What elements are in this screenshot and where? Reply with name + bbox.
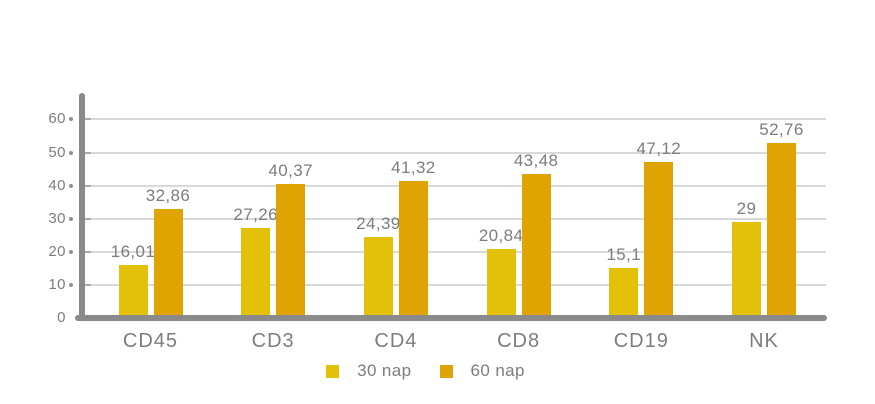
- bar-30-nap-cd45: [118, 265, 148, 318]
- x-axis-label: CD3: [251, 330, 295, 352]
- y-axis-tick: [85, 118, 91, 121]
- y-axis-label: 50: [48, 143, 66, 161]
- bar-60-nap-nk: [767, 143, 796, 318]
- legend-label-30nap: 30 nap: [357, 361, 412, 380]
- legend-swatch-60nap: [439, 364, 453, 378]
- bar-value-label: 20,84: [478, 226, 524, 246]
- y-axis-line: [79, 93, 85, 321]
- y-axis-tick: [69, 183, 73, 188]
- bar-60-nap-cd4: [398, 181, 428, 318]
- y-axis-label: 10: [48, 275, 66, 293]
- bar-30-nap-cd8: [486, 249, 516, 318]
- bar-value-label: 29: [736, 199, 757, 218]
- bar-value-label: 27,26: [233, 204, 278, 224]
- y-axis-tick: [85, 217, 91, 220]
- x-axis-label: NK: [749, 330, 779, 352]
- x-axis-label: CD19: [613, 330, 669, 352]
- gridline: [82, 118, 826, 121]
- legend-label-60nap: 60 nap: [470, 361, 525, 380]
- y-axis-tick: [69, 150, 73, 155]
- y-axis-label: 0: [57, 309, 66, 326]
- x-axis-label: CD45: [122, 330, 179, 352]
- y-axis-tick: [85, 151, 91, 154]
- bar-30-nap-nk: [732, 222, 761, 318]
- y-axis-tick: [69, 282, 73, 287]
- bar-value-label: 41,32: [391, 158, 436, 178]
- bar-value-label: 40,37: [268, 161, 313, 181]
- y-axis-tick: [69, 216, 73, 221]
- legend-swatch-30nap: [326, 364, 340, 378]
- bar-value-label: 52,76: [759, 120, 804, 140]
- legend-item-30nap: 30 nap: [326, 361, 411, 381]
- gridline: [82, 250, 826, 253]
- bar-30-nap-cd19: [609, 268, 639, 318]
- bar-60-nap-cd45: [153, 209, 183, 318]
- y-axis-label: 60: [48, 110, 66, 128]
- y-axis-tick: [85, 250, 91, 253]
- y-axis-label: 40: [48, 176, 66, 194]
- x-axis-label: CD4: [374, 330, 418, 352]
- bar-value-label: 15,1: [606, 245, 642, 265]
- bar-60-nap-cd3: [276, 184, 306, 318]
- bar-value-label: 32,86: [145, 186, 191, 206]
- legend-item-60nap: 60 nap: [439, 361, 525, 381]
- bar-value-label: 24,39: [356, 214, 401, 234]
- chart-legend: 30 nap 60 nap: [0, 359, 863, 383]
- y-axis-tick: [69, 249, 73, 254]
- bar-30-nap-cd3: [241, 227, 271, 318]
- bar-30-nap-cd4: [363, 237, 393, 318]
- y-axis-label: 20: [48, 242, 66, 260]
- x-axis-label: CD8: [497, 330, 541, 352]
- y-axis-tick: [85, 184, 91, 187]
- bar-value-label: 47,12: [636, 139, 682, 159]
- bar-value-label: 43,48: [513, 151, 559, 171]
- bar-60-nap-cd19: [644, 162, 674, 318]
- gridline: [82, 184, 826, 187]
- y-axis-tick: [69, 117, 73, 122]
- gridline: [82, 151, 826, 154]
- gridline: [82, 217, 826, 220]
- x-axis-line: [75, 315, 827, 321]
- gridline: [82, 283, 826, 286]
- y-axis-label: 30: [48, 209, 66, 227]
- bar-60-nap-cd8: [521, 174, 551, 318]
- bar-value-label: 16,01: [110, 242, 156, 261]
- y-axis-tick: [85, 283, 91, 286]
